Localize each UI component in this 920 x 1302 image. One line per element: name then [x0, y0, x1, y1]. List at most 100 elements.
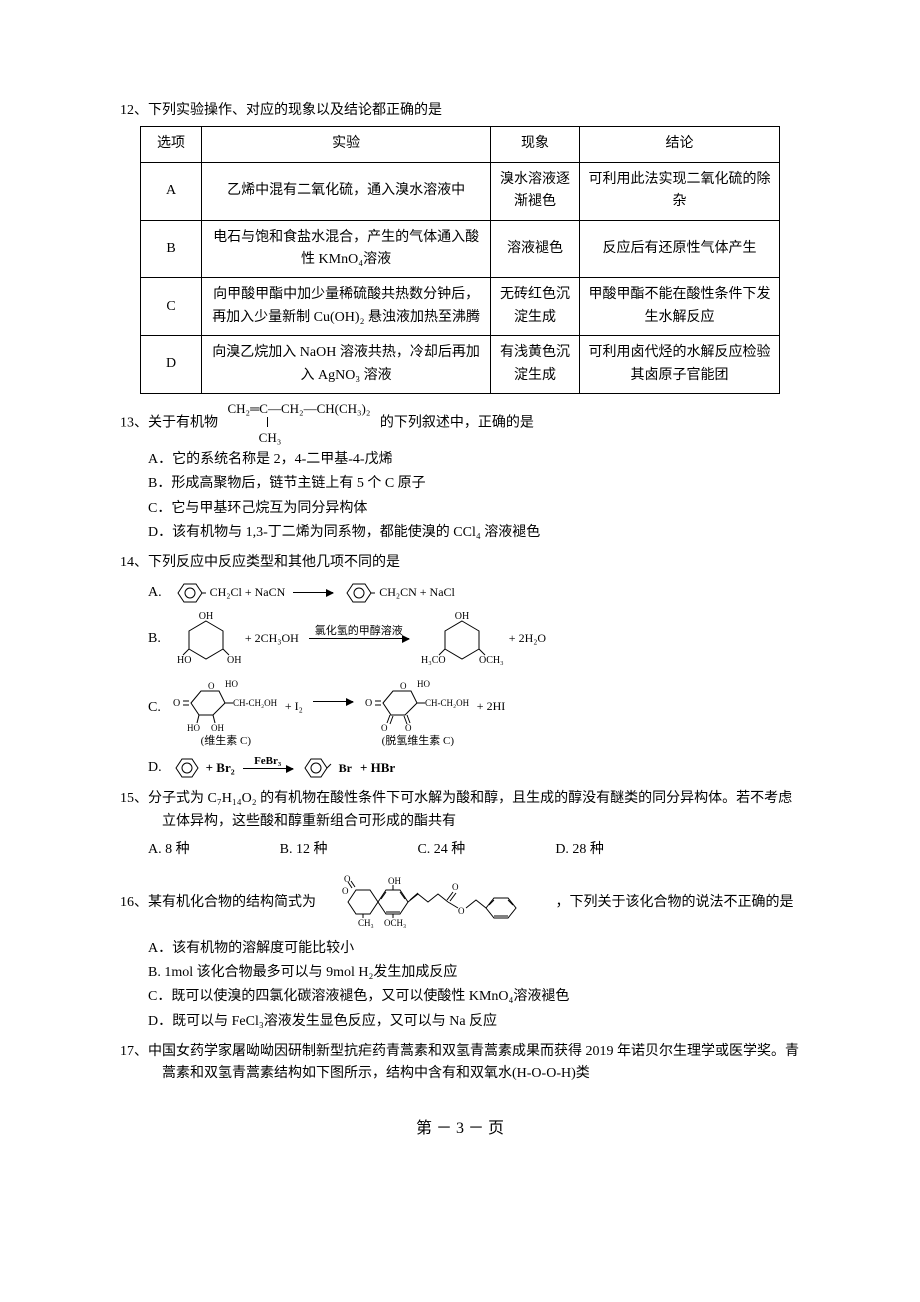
benzene-icon — [172, 756, 202, 780]
q16-stem-pre: 某有机化合物的结构简式为 — [148, 895, 316, 910]
svg-text:O: O — [400, 681, 407, 691]
q16-options: A．该有机物的溶解度可能比较小 B. 1mol 该化合物最多可以与 9mol H… — [148, 938, 800, 1034]
svg-text:O: O — [365, 698, 372, 709]
q12-number: 12、 — [120, 103, 148, 118]
svg-text:OH: OH — [227, 655, 241, 666]
q12-stem: 12、下列实验操作、对应的现象以及结论都正确的是 — [120, 100, 800, 122]
q14-b-arrow-label: 氯化氢的甲醇溶液 — [309, 623, 409, 641]
benzene-icon — [172, 581, 206, 605]
q14-c-cap2: (脱氢维生素 C) — [363, 733, 473, 751]
table-row: D 向溴乙烷加入 NaOH 溶液共热，冷却后再加入 AgNO₃ 溶液 有浅黄色沉… — [141, 336, 780, 394]
q17-stem-text: 中国女药学家屠呦呦因研制新型抗疟药青蒿素和双氢青蒿素成果而获得 2019 年诺贝… — [148, 1044, 799, 1081]
cell-con: 甲酸甲酯不能在酸性条件下发生水解反应 — [579, 278, 779, 336]
svg-text:O: O — [452, 882, 459, 892]
q14-b-label: B. — [148, 628, 161, 650]
q14-b-plus: + 2CH₃OH — [245, 629, 299, 648]
svg-text:CH₃: CH₃ — [358, 918, 374, 928]
cell-opt: C — [141, 278, 202, 336]
dehydro-vitamin-c-icon: O O O O HO CH-CH₂OH (脱氢维生素 C) — [363, 673, 473, 751]
svg-text:O: O — [342, 886, 349, 896]
q15-opt-a: A. 8 种 — [148, 839, 190, 861]
table-row: C 向甲酸甲酯中加少量稀硫酸共热数分钟后，再加入少量新制 Cu(OH)₂ 悬浊液… — [141, 278, 780, 336]
svg-text:OH: OH — [199, 611, 213, 622]
svg-text:CH-CH₂OH: CH-CH₂OH — [425, 698, 470, 708]
q17-stem: 17、中国女药学家屠呦呦因研制新型抗疟药青蒿素和双氢青蒿素成果而获得 2019 … — [162, 1041, 800, 1086]
cell-con: 可利用此法实现二氧化硫的除杂 — [579, 162, 779, 220]
svg-text:O: O — [405, 723, 412, 733]
svg-text:O: O — [458, 906, 465, 916]
q14-c-plus: + I₂ — [285, 697, 303, 716]
svg-text:CH-CH₂OH: CH-CH₂OH — [233, 698, 278, 708]
svg-text:O: O — [208, 681, 215, 691]
arrow-icon — [293, 592, 333, 593]
q15-options: A. 8 种 B. 12 种 C. 24 种 D. 28 种 — [148, 837, 800, 863]
q13-formula-bot: CH₃ — [259, 430, 282, 445]
q14-a-label: A. — [148, 582, 162, 604]
th-conclusion: 结论 — [579, 127, 779, 162]
cell-opt: B — [141, 220, 202, 278]
arrow-icon: 氯化氢的甲醇溶液 — [309, 638, 409, 639]
q13-opt-b: B．形成高聚物后，链节主链上有 5 个 C 原子 — [148, 473, 800, 495]
q15-opt-c: C. 24 种 — [417, 839, 465, 861]
cell-phn: 无砖红色沉淀生成 — [491, 278, 580, 336]
q16-stem-post: ，下列关于该化合物的说法不正确的是 — [556, 895, 794, 910]
q13-formula-top: CH₂═C—CH₂—CH(CH₃)₂ — [228, 401, 371, 416]
cell-exp: 乙烯中混有二氧化硫，通入溴水溶液中 — [202, 162, 491, 220]
th-experiment: 实验 — [202, 127, 491, 162]
q14-d-label: D. — [148, 757, 162, 779]
q12-stem-text: 下列实验操作、对应的现象以及结论都正确的是 — [148, 103, 442, 118]
q13-opt-c: C．它与甲基环己烷互为同分异构体 — [148, 498, 800, 520]
question-12: 12、下列实验操作、对应的现象以及结论都正确的是 选项 实验 现象 结论 A 乙… — [120, 100, 800, 394]
table-header-row: 选项 实验 现象 结论 — [141, 127, 780, 162]
svg-text:OH: OH — [211, 723, 224, 733]
q14-d-arrow-label: FeBr₃ — [243, 753, 293, 771]
benzene-icon — [341, 581, 375, 605]
arrow-icon — [313, 701, 353, 702]
q14-option-d: D. + Br₂ FeBr₃ Br + HBr — [148, 756, 800, 780]
q13-stem-post: 的下列叙述中，正确的是 — [380, 416, 534, 431]
cell-exp: 电石与饱和食盐水混合，产生的气体通入酸性 KMnO₄溶液 — [202, 220, 491, 278]
q14-c-label: C. — [148, 697, 161, 719]
svg-text:O: O — [173, 698, 180, 709]
q16-opt-d: D．既可以与 FeCl₃溶液发生显色反应，又可以与 Na 反应 — [148, 1011, 800, 1033]
svg-text:HO: HO — [417, 679, 430, 689]
question-14: 14、下列反应中反应类型和其他几项不同的是 A. CH₂Cl + NaCN CH… — [120, 552, 800, 780]
dimethoxy-phenol-icon: OH H₃CO OCH₃ — [419, 611, 505, 667]
q14-a-left: CH₂Cl + NaCN — [210, 583, 286, 602]
q15-stem-text: 分子式为 C₇H₁₄O₂ 的有机物在酸性条件下可水解为酸和醇，且生成的醇没有醚类… — [148, 791, 792, 828]
svg-text:OH: OH — [388, 876, 401, 886]
question-13: 13、关于有机物 CH₂═C—CH₂—CH(CH₃)₂ CH₃ 的下列叙述中，正… — [120, 402, 800, 544]
q14-d-plus: + Br₂ — [206, 758, 235, 779]
q12-table: 选项 实验 现象 结论 A 乙烯中混有二氧化硫，通入溴水溶液中 溴水溶液逐渐褪色… — [140, 126, 780, 394]
q16-opt-c: C．既可以使溴的四氯化碳溶液褪色，又可以使酸性 KMnO₄溶液褪色 — [148, 986, 800, 1008]
q15-stem: 15、分子式为 C₇H₁₄O₂ 的有机物在酸性条件下可水解为酸和醇，且生成的醇没… — [162, 788, 800, 833]
cell-exp: 向溴乙烷加入 NaOH 溶液共热，冷却后再加入 AgNO₃ 溶液 — [202, 336, 491, 394]
arrow-icon: FeBr₃ — [243, 768, 293, 769]
q14-c-cap1: (维生素 C) — [171, 733, 281, 751]
svg-text:OCH₃: OCH₃ — [384, 918, 406, 928]
cell-exp: 向甲酸甲酯中加少量稀硫酸共热数分钟后，再加入少量新制 Cu(OH)₂ 悬浊液加热… — [202, 278, 491, 336]
q16-stem: 16、某有机化合物的结构简式为 O O OH OCH₃ CH₃ — [162, 872, 800, 934]
svg-text:HO: HO — [187, 723, 200, 733]
q13-stem: 13、关于有机物 CH₂═C—CH₂—CH(CH₃)₂ CH₃ 的下列叙述中，正… — [120, 402, 800, 445]
svg-text:OCH₃: OCH₃ — [479, 655, 504, 666]
q14-option-b: B. OH HO OH + 2CH₃OH 氯化氢的甲醇溶液 OH H₃CO OC… — [148, 611, 800, 667]
q14-a-right: CH₂CN + NaCl — [379, 583, 455, 602]
cell-phn: 有浅黄色沉淀生成 — [491, 336, 580, 394]
th-option: 选项 — [141, 127, 202, 162]
q13-number: 13、 — [120, 416, 148, 431]
q14-d-prod: + HBr — [360, 758, 395, 779]
q14-number: 14、 — [120, 555, 148, 570]
q13-stem-pre: 关于有机物 — [148, 416, 218, 431]
q14-stem: 14、下列反应中反应类型和其他几项不同的是 — [120, 552, 800, 574]
svg-text:OH: OH — [455, 611, 469, 622]
cell-phn: 溶液褪色 — [491, 220, 580, 278]
q16-opt-b: B. 1mol 该化合物最多可以与 9mol H₂发生加成反应 — [148, 962, 800, 984]
q15-opt-d: D. 28 种 — [555, 839, 604, 861]
cell-opt: D — [141, 336, 202, 394]
q13-opt-a: A．它的系统名称是 2，4-二甲基-4-戊烯 — [148, 449, 800, 471]
q14-c-prod: + 2HI — [477, 697, 505, 716]
svg-text:HO: HO — [225, 679, 238, 689]
q15-opt-b: B. 12 种 — [280, 839, 328, 861]
q14-option-a: A. CH₂Cl + NaCN CH₂CN + NaCl — [148, 581, 800, 605]
